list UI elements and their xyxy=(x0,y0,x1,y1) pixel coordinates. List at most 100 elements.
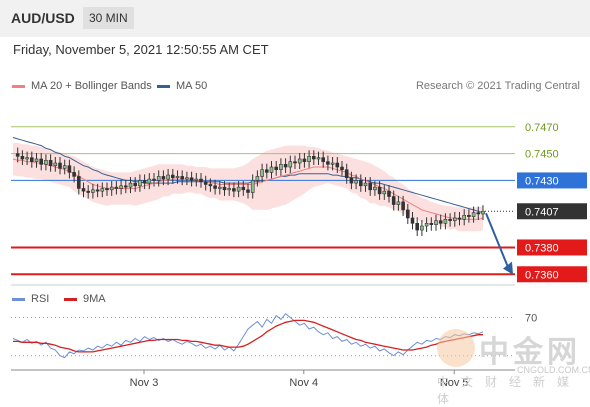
candle-up xyxy=(382,190,387,195)
candle-down xyxy=(105,188,109,191)
forecast-arrow-line xyxy=(485,212,510,270)
candle-down xyxy=(95,189,100,192)
candle-down xyxy=(67,165,72,173)
candle-down xyxy=(189,177,194,181)
candle-down xyxy=(20,156,25,160)
forecast-arrow-head xyxy=(503,261,513,275)
candle-down xyxy=(142,180,147,184)
candle-up xyxy=(147,178,152,184)
candle-up xyxy=(288,161,293,168)
candle-up xyxy=(236,186,241,192)
candle-down xyxy=(311,156,316,160)
candle-up xyxy=(424,223,429,227)
candle-up xyxy=(44,160,48,165)
candle-up xyxy=(420,225,424,231)
ma50-swatch xyxy=(157,84,170,88)
candle-up xyxy=(307,156,311,162)
candle-down xyxy=(387,190,391,197)
candle-down xyxy=(448,219,452,221)
candle-down xyxy=(72,172,76,177)
rsi-ma-line xyxy=(13,319,483,353)
candle-down xyxy=(391,196,396,205)
candle-down xyxy=(199,178,203,183)
candle-down xyxy=(171,174,175,179)
candle-down xyxy=(86,190,90,193)
candle-up xyxy=(269,166,274,173)
ma20-swatch xyxy=(12,84,25,88)
candle-up xyxy=(25,157,29,160)
candle-down xyxy=(415,223,420,231)
candle-up xyxy=(250,180,255,193)
candle-up xyxy=(34,158,39,162)
candle-up xyxy=(255,176,260,181)
candle-up xyxy=(396,201,401,205)
candle-down xyxy=(133,182,137,187)
currency-pair-title: AUD/USD xyxy=(11,10,75,26)
legend-rsi-label: RSI xyxy=(31,293,50,305)
legend-ma20: MA 20 + Bollinger Bands xyxy=(12,80,152,92)
candle-down xyxy=(429,223,434,225)
candle-down xyxy=(29,157,34,162)
candle-up xyxy=(119,185,123,189)
candle-up xyxy=(53,162,58,166)
price-label-bg-0.7360 xyxy=(517,266,587,283)
candle-down xyxy=(222,186,227,191)
candle-down xyxy=(203,181,208,185)
price-label-0.7430: 0.7430 xyxy=(525,175,559,187)
candle-down xyxy=(81,188,86,192)
candle-down xyxy=(114,186,119,189)
candle-down xyxy=(264,169,269,173)
price-label-0.7470: 0.7470 xyxy=(525,122,559,134)
candle-up xyxy=(373,186,377,191)
candle-down xyxy=(77,176,81,189)
candle-down xyxy=(349,177,354,184)
ma50-line xyxy=(12,137,484,214)
candle-up xyxy=(128,182,133,188)
candle-up xyxy=(138,180,142,187)
rsi-level-label: 70 xyxy=(525,313,537,325)
timeframe-button[interactable]: 30 MIN xyxy=(83,7,134,29)
price-label-bg-0.7380 xyxy=(517,239,587,256)
candle-up xyxy=(481,210,485,215)
research-credit: Research © 2021 Trading Central xyxy=(415,80,580,92)
watermark-logo-icon xyxy=(437,329,475,367)
candle-up xyxy=(452,217,457,221)
candle-up xyxy=(260,169,264,177)
candle-up xyxy=(462,214,467,220)
legend-9ma: 9MA xyxy=(64,293,106,305)
watermark: 中金网 CNGOLD.COM.CN 中文财经新媒体 xyxy=(437,327,590,406)
candle-down xyxy=(405,209,410,219)
candle-up xyxy=(166,174,170,180)
candle-up xyxy=(354,180,358,184)
candle-down xyxy=(208,184,213,187)
candle-up xyxy=(227,188,231,191)
watermark-site: CNGOLD.COM.CN xyxy=(517,365,590,375)
legend-ma50-label: MA 50 xyxy=(176,80,208,92)
candle-down xyxy=(293,161,297,164)
price-label-0.7380: 0.7380 xyxy=(525,242,559,254)
candle-down xyxy=(241,186,246,191)
candle-down xyxy=(39,158,44,165)
legend-rsi: RSI xyxy=(12,293,49,305)
price-label-bg-0.7430 xyxy=(517,172,587,189)
candle-down xyxy=(340,166,344,171)
header-bar: AUD/USD 30 MIN xyxy=(0,0,590,37)
candle-up xyxy=(156,176,161,181)
candle-up xyxy=(330,162,335,165)
candle-up xyxy=(100,188,105,192)
candle-down xyxy=(48,160,53,166)
price-label-0.7407: 0.7407 xyxy=(525,206,559,218)
candle-up xyxy=(218,186,222,189)
candle-down xyxy=(58,162,62,169)
candle-down xyxy=(335,162,340,168)
rsi-swatch xyxy=(12,297,25,301)
candle-up xyxy=(443,219,448,224)
candle-down xyxy=(326,161,330,165)
legend-ma20-label: MA 20 + Bollinger Bands xyxy=(31,80,152,92)
chart-datetime: Friday, November 5, 2021 12:50:55 AM CET xyxy=(13,42,269,57)
candle-up xyxy=(279,164,283,171)
candle-up xyxy=(185,177,189,180)
candle-up xyxy=(175,176,180,179)
candle-down xyxy=(344,169,349,179)
